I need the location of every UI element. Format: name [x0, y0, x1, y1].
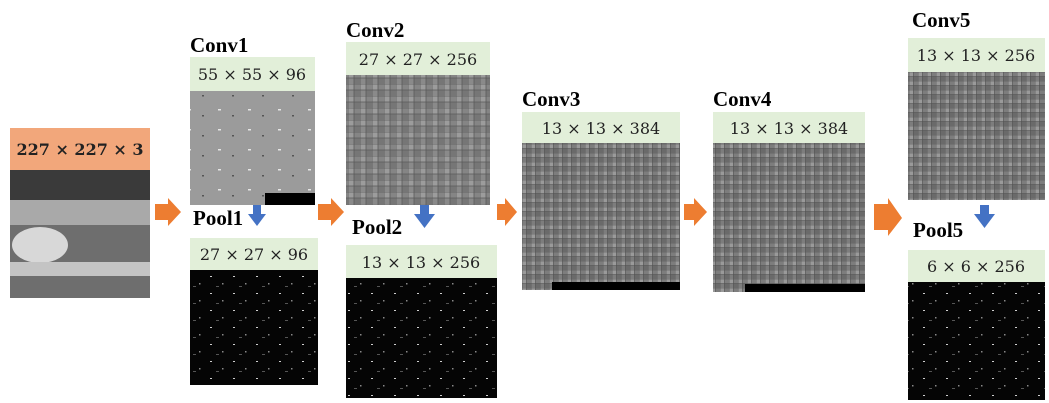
- feature-map: [908, 282, 1045, 400]
- input-image: [10, 200, 150, 225]
- layer-size: 13 × 13 × 384: [542, 119, 660, 138]
- pool-title: Pool1: [193, 206, 243, 230]
- diagram: 227 × 227 × 3 Conv1 55 × 55 × 96 Pool1 2…: [0, 0, 1049, 403]
- pool-title: Pool2: [352, 215, 402, 239]
- feature-map: [908, 72, 1045, 200]
- feature-map: [552, 282, 680, 290]
- input-image: [10, 262, 150, 276]
- layer-title: Conv5: [912, 8, 970, 32]
- layer-title: Conv1: [190, 33, 248, 57]
- feature-map: [522, 143, 680, 290]
- feature-map: [190, 91, 315, 205]
- layer-title: Conv3: [522, 87, 580, 111]
- layer-size: 27 × 27 × 256: [359, 50, 477, 69]
- layer-title: Conv2: [346, 18, 404, 42]
- layer-size: 13 × 13 × 256: [917, 46, 1035, 65]
- feature-map: [346, 278, 497, 398]
- feature-map: [346, 75, 490, 205]
- layer-size: 13 × 13 × 384: [730, 119, 848, 138]
- pool-size: 27 × 27 × 96: [200, 245, 308, 264]
- input-image: [10, 170, 150, 200]
- feature-map: [745, 284, 865, 292]
- feature-map: [265, 193, 315, 205]
- input-image: [12, 227, 68, 263]
- pool-title: Pool5: [913, 218, 963, 242]
- input-label: 227 × 227 × 3: [16, 140, 143, 159]
- layer-title: Conv4: [713, 87, 772, 111]
- feature-map: [713, 143, 865, 292]
- feature-map: [190, 270, 318, 385]
- pool-size: 13 × 13 × 256: [362, 253, 480, 272]
- layer-size: 55 × 55 × 96: [198, 65, 306, 84]
- pool-size: 6 × 6 × 256: [927, 257, 1025, 276]
